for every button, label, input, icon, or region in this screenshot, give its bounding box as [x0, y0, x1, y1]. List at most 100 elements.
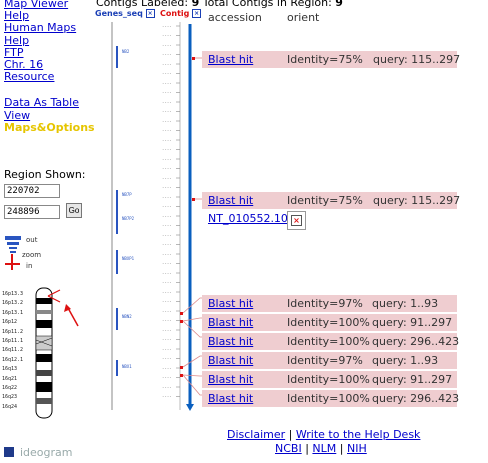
- contig-column-title[interactable]: Contig ×: [160, 9, 202, 18]
- ruler-tick-label: ----: [162, 33, 172, 38]
- contig-label: Contig: [160, 9, 190, 18]
- contig-ruler-ticks: [176, 25, 180, 397]
- nav-link-resource[interactable]: Resource: [4, 70, 55, 84]
- go-button[interactable]: Go: [66, 203, 82, 218]
- blast-hit-link[interactable]: Blast hit: [208, 392, 254, 405]
- footer-separator: |: [288, 428, 293, 441]
- gene-label: NB7P: [122, 192, 132, 197]
- ruler-tick-label: ----: [162, 128, 172, 133]
- ruler-tick-label: ----: [162, 271, 172, 276]
- ruler-tick-label: ----: [162, 43, 172, 48]
- hit-markers[interactable]: [180, 57, 195, 377]
- ruler-tick-label: ----: [162, 52, 172, 57]
- genes-seq-column-title[interactable]: Genes_seq ×: [95, 9, 155, 18]
- footer-line-1: Disclaimer | Write to the Help Desk: [227, 428, 420, 441]
- blast-hit-row: [202, 192, 457, 209]
- ruler-tick-label: ----: [162, 337, 172, 342]
- orient-column-header: orient: [287, 11, 320, 24]
- hit-marker[interactable]: [192, 198, 195, 201]
- ruler-tick-label: ----: [162, 280, 172, 285]
- hit-marker[interactable]: [180, 312, 183, 315]
- nih-link[interactable]: NIH: [347, 442, 367, 455]
- orient-icon[interactable]: ×: [291, 215, 302, 226]
- contigs-labeled-label: Contigs Labeled:: [96, 0, 189, 9]
- footer-separator: |: [305, 442, 309, 455]
- blast-identity: Identity=100%: [287, 316, 370, 329]
- nav-link-help-2[interactable]: Help: [4, 33, 30, 47]
- gene-marks[interactable]: [116, 46, 118, 376]
- band-label: 16p12: [2, 319, 18, 326]
- blast-identity: Identity=100%: [287, 392, 370, 405]
- gene-mark[interactable]: [116, 308, 118, 330]
- zoom-level-bar-2[interactable]: [9, 247, 17, 249]
- nav-link-human-maps[interactable]: Human Maps: [4, 21, 77, 35]
- blast-hit-link[interactable]: Blast hit: [208, 316, 254, 329]
- nav-link-help[interactable]: Help: [4, 9, 30, 23]
- ruler-tick-label: ----: [162, 204, 172, 209]
- blast-identity: Identity=75%: [287, 53, 363, 66]
- nlm-link[interactable]: NLM: [312, 442, 337, 455]
- blast-hit-link[interactable]: Blast hit: [208, 297, 254, 310]
- ruler-tick-label: ----: [162, 328, 172, 333]
- blast-hit-link[interactable]: Blast hit: [208, 335, 254, 348]
- contigs-labeled-count: 9: [191, 0, 200, 9]
- gene-mark[interactable]: [116, 190, 118, 234]
- gene-mark[interactable]: [116, 46, 118, 68]
- ruler-tick-label: ----: [162, 366, 172, 371]
- hit-marker[interactable]: [180, 320, 183, 323]
- ncbi-link[interactable]: NCBI: [275, 442, 302, 455]
- ruler-tick-label: ----: [162, 261, 172, 266]
- region-end-input[interactable]: [4, 205, 60, 219]
- zoom-level-bar-1[interactable]: [7, 242, 19, 245]
- band-label: 16q21: [2, 375, 18, 382]
- blast-hit-row: [202, 295, 457, 312]
- blast-hit-link[interactable]: Blast hit: [208, 53, 254, 66]
- band-label: 16q24: [2, 403, 18, 410]
- blast-hit-row: [202, 371, 457, 388]
- blast-hit-link[interactable]: Blast hit: [208, 373, 254, 386]
- nav-link-ftp[interactable]: FTP: [4, 45, 24, 59]
- map-axes: NB2 NB7P NB7P2 NBXP1 NBN2 NBX1 ---------…: [111, 22, 206, 411]
- region-start-input[interactable]: [4, 184, 60, 198]
- ruler-tick-label: ----: [162, 185, 172, 190]
- blast-hit-link[interactable]: Blast hit: [208, 194, 254, 207]
- help-desk-link[interactable]: Write to the Help Desk: [295, 428, 421, 441]
- ruler-tick-label: ----: [162, 309, 172, 314]
- contig-close-icon[interactable]: ×: [192, 9, 202, 18]
- hit-marker[interactable]: [180, 366, 183, 369]
- blast-query-range: query: 1..93: [372, 354, 439, 367]
- blast-hit-row: [202, 390, 457, 407]
- ruler-tick-label: ----: [162, 157, 172, 162]
- nav-link-map-viewer[interactable]: Map Viewer: [4, 0, 69, 10]
- ruler-tick-label: ----: [162, 290, 172, 295]
- total-contigs-count: 9: [335, 0, 343, 9]
- blast-identity: Identity=100%: [287, 373, 370, 386]
- blast-hit-link[interactable]: Blast hit: [208, 354, 254, 367]
- band-label: 16p13.2: [2, 300, 24, 307]
- blast-query-range: query: 115..297: [373, 194, 461, 207]
- contigs-header: Contigs Labeled: 9 Total Contigs in Regi…: [96, 0, 343, 9]
- zoom-level-bar-3[interactable]: [10, 251, 16, 253]
- gene-label: NB7P2: [122, 216, 135, 221]
- genes-seq-label: Genes_seq: [95, 9, 143, 18]
- nav-link-view[interactable]: View: [4, 108, 31, 122]
- hit-marker[interactable]: [192, 57, 195, 60]
- nav-link-data-as-table[interactable]: Data As Table: [4, 96, 79, 110]
- blast-query-range: query: 115..297: [373, 53, 461, 66]
- gene-mark[interactable]: [116, 360, 118, 376]
- zoom-out-bar[interactable]: [5, 236, 21, 240]
- hit-marker[interactable]: [180, 374, 183, 377]
- ruler-tick-label: ----: [162, 100, 172, 105]
- disclaimer-link[interactable]: Disclaimer: [227, 428, 286, 441]
- ideogram-icon[interactable]: [4, 447, 14, 457]
- contig-accession-link[interactable]: NT_010552.10: [208, 212, 288, 225]
- gene-mark[interactable]: [116, 250, 118, 274]
- nav-link-chr16[interactable]: Chr. 16: [4, 58, 44, 72]
- nav-link-maps-options[interactable]: Maps&Options: [4, 120, 95, 134]
- blast-identity: Identity=97%: [287, 297, 363, 310]
- ruler-tick-label: ----: [162, 195, 172, 200]
- chromosome-ideogram[interactable]: [34, 286, 84, 426]
- zoom-widget[interactable]: [4, 234, 44, 274]
- ruler-tick-label: ----: [162, 81, 172, 86]
- genes-seq-close-icon[interactable]: ×: [145, 9, 155, 18]
